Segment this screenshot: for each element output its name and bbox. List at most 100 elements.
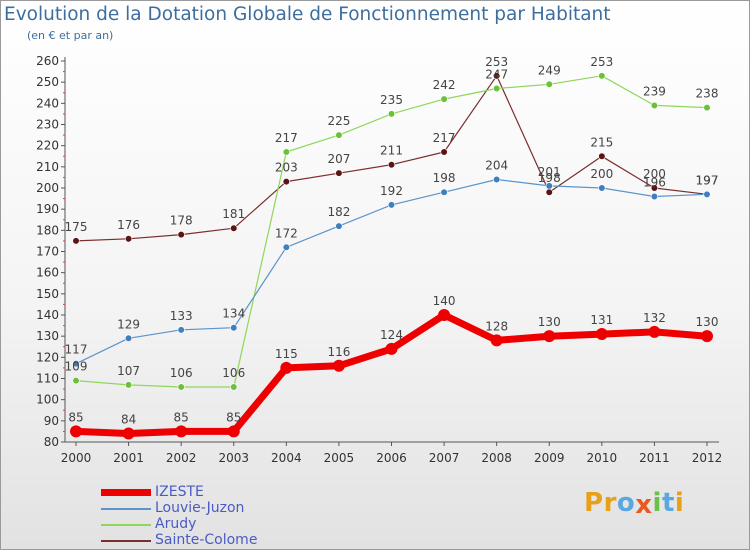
data-point-izeste [227,425,240,438]
y-tick-label: 110 [36,372,59,386]
data-label-izeste: 84 [121,413,136,427]
data-label-louvie-juzon: 133 [170,309,193,323]
data-label-louvie-juzon: 172 [275,226,298,240]
data-point-sainte-colome [230,224,238,232]
data-label-izeste: 85 [68,410,83,424]
data-point-sainte-colome [335,169,343,177]
data-label-izeste: 85 [174,410,189,424]
y-tick-label: 260 [36,54,59,68]
data-point-izeste [70,425,82,438]
legend-swatch-arudy [101,524,151,526]
data-point-louvie-juzon [703,190,711,198]
data-point-louvie-juzon [124,334,133,342]
data-point-izeste [595,328,608,341]
logo-letter: o [616,488,636,518]
data-label-izeste: 116 [327,345,350,359]
data-label-arudy: 238 [696,87,719,101]
legend-label-arudy: Arudy [155,516,197,532]
data-label-izeste: 85 [226,410,241,424]
data-label-izeste: 140 [433,294,456,308]
data-label-louvie-juzon: 117 [65,343,88,357]
data-label-izeste: 130 [538,315,561,329]
data-label-sainte-colome: 253 [485,55,508,69]
data-label-louvie-juzon: 198 [433,171,456,185]
legend-label-izeste: IZESTE [155,484,204,500]
data-point-izeste [543,330,556,343]
data-label-sainte-colome: 200 [643,167,666,181]
data-label-arudy: 242 [433,78,456,92]
data-label-sainte-colome: 181 [222,207,245,221]
proxiti-logo[interactable]: Proxiti [584,488,685,520]
data-point-louvie-juzon [440,188,448,196]
y-tick-label: 80 [44,435,59,449]
data-label-arudy: 217 [275,131,298,145]
data-label-sainte-colome: 215 [590,135,613,149]
logo-letter: i [652,488,662,518]
data-label-sainte-colome: 203 [275,161,298,175]
data-label-arudy: 253 [590,55,613,69]
logo-letter: P [584,488,604,518]
x-tick-label: 2009 [534,451,565,465]
data-point-sainte-colome [598,152,606,160]
data-point-izeste [175,425,188,438]
data-label-izeste: 115 [275,347,298,361]
y-tick-label: 220 [36,139,59,153]
data-label-arudy: 106 [170,366,193,380]
data-label-arudy: 109 [65,360,88,374]
y-tick-label: 130 [36,329,59,343]
x-tick-label: 2001 [113,451,144,465]
data-point-arudy [650,101,659,110]
data-point-arudy [177,383,185,391]
chart-title: Evolution de la Dotation Globale de Fonc… [4,4,611,25]
data-point-izeste [385,342,398,355]
x-tick-label: 2008 [481,451,512,465]
y-tick-label: 120 [36,350,59,364]
data-label-louvie-juzon: 134 [222,307,245,321]
data-label-izeste: 130 [696,315,719,329]
y-tick-label: 190 [36,202,59,216]
data-point-arudy [440,95,448,103]
y-tick-label: 210 [36,160,59,174]
data-point-izeste [490,334,503,347]
logo-letter: i [674,488,685,518]
x-tick-label: 2005 [324,451,355,465]
data-label-arudy: 106 [222,366,245,380]
data-point-izeste [648,325,661,338]
data-label-izeste: 124 [380,328,403,342]
data-point-izeste [701,330,713,343]
data-point-izeste [280,361,293,374]
data-point-sainte-colome [440,148,448,156]
y-tick-label: 170 [36,245,59,259]
data-point-sainte-colome [387,161,396,169]
data-label-sainte-colome: 197 [696,173,719,187]
series-lines [70,72,713,440]
data-label-sainte-colome: 217 [433,131,456,145]
data-label-arudy: 247 [485,68,508,82]
data-point-louvie-juzon [545,182,553,190]
y-tick-label: 100 [36,393,59,407]
data-label-sainte-colome: 178 [170,214,193,228]
data-label-arudy: 239 [643,84,666,98]
legend-swatch-louvie-juzon [101,508,151,510]
data-point-louvie-juzon [493,175,501,184]
data-point-arudy [703,103,711,112]
y-tick-label: 200 [36,181,59,195]
y-tick-label: 140 [36,308,59,322]
x-tick-label: 2012 [692,451,723,465]
y-tick-label: 230 [36,118,59,132]
data-point-sainte-colome [124,235,133,243]
data-point-arudy [282,148,290,156]
data-point-arudy [387,110,396,118]
chart-subtitle: (en € et par an) [27,29,114,42]
data-point-louvie-juzon [177,326,185,334]
data-point-arudy [335,131,343,139]
data-label-louvie-juzon: 129 [117,317,140,331]
y-tick-label: 240 [36,96,59,110]
data-point-louvie-juzon [598,184,606,192]
data-label-izeste: 128 [485,319,508,333]
data-label-louvie-juzon: 197 [696,173,719,187]
data-point-louvie-juzon [282,243,290,251]
y-tick-label: 90 [44,414,59,428]
data-point-arudy [72,377,80,385]
